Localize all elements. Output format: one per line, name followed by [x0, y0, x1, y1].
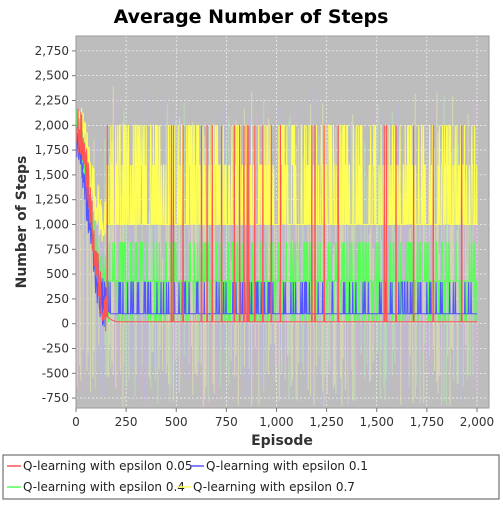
y-tick-label: -250 [42, 341, 69, 355]
legend-entries: Q-learning with epsilon 0.05 Q-learning w… [7, 459, 368, 494]
legend [2, 454, 500, 500]
x-tick-label: 1,000 [259, 415, 293, 429]
x-tick-label: 2,000 [460, 415, 494, 429]
x-axis-title: Episode [251, 433, 313, 449]
y-tick-label: 0 [61, 317, 69, 331]
y-tick-label: 1,500 [35, 168, 69, 182]
x-tick-label: 1,250 [309, 415, 343, 429]
y-tick-label: 2,750 [35, 44, 69, 58]
y-axis-title: Number of Steps [14, 156, 30, 289]
legend-entry: Q-learning with epsilon 0.7 [193, 480, 355, 494]
y-tick-label: 2,250 [35, 93, 69, 107]
series-4 [75, 107, 478, 242]
chart-title: Average Number of Steps [114, 6, 389, 28]
y-tick-label: 750 [46, 242, 69, 256]
y-axis-ticks: -750 -500 -250 0 250 500 750 1,000 1,250 1,500 1,7… [35, 44, 76, 405]
series-line [75, 126, 477, 328]
x-tick-label: 250 [115, 415, 138, 429]
y-tick-label: 250 [46, 292, 69, 306]
series-1 [75, 108, 477, 332]
y-tick-label: 2,000 [35, 118, 69, 132]
x-axis-ticks: 0 250 500 750 1,000 1,250 1,500 1,750 2,000 [72, 408, 494, 429]
y-tick-label: 1,250 [35, 193, 69, 207]
series-layer [75, 107, 478, 332]
x-tick-label: 1,500 [360, 415, 394, 429]
y-tick-label: -750 [42, 391, 69, 405]
y-tick-label: 500 [46, 267, 69, 281]
y-tick-label: -500 [42, 366, 69, 380]
series-3 [75, 107, 478, 323]
series-line [75, 108, 477, 332]
x-tick-label: 500 [165, 415, 188, 429]
y-tick-label: 1,000 [35, 217, 69, 231]
series-line [75, 107, 478, 242]
x-tick-label: 1,750 [410, 415, 444, 429]
x-tick-label: 750 [215, 415, 238, 429]
y-tick-label: 2,500 [35, 69, 69, 83]
series-line [75, 107, 478, 323]
x-tick-label: 0 [72, 415, 80, 429]
series-2 [75, 126, 477, 328]
legend-entry: Q-learning with epsilon 0.05 [23, 459, 193, 473]
y-tick-label: 1,750 [35, 143, 69, 157]
plot-border [75, 35, 490, 409]
legend-entry: Q-learning with epsilon 0.4 [23, 480, 185, 494]
legend-entry: Q-learning with epsilon 0.1 [206, 459, 368, 473]
